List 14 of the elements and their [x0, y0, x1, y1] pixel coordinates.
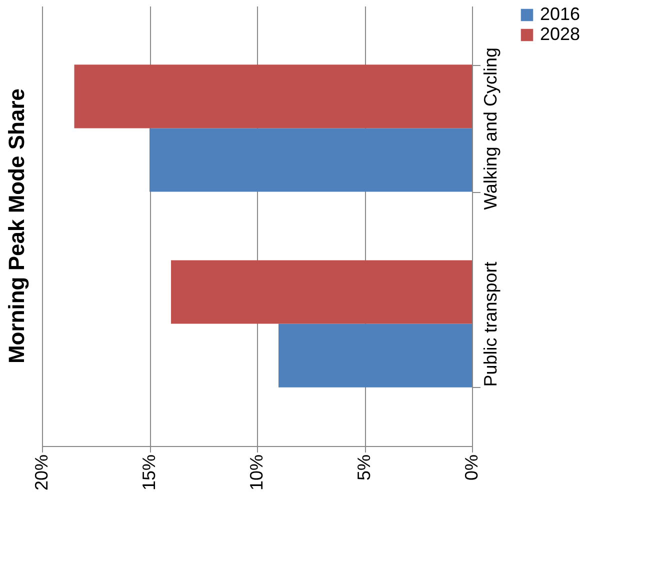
bar: [150, 128, 472, 192]
y-tick-label: Public transport: [480, 262, 500, 387]
x-tick-label: 15%: [139, 454, 159, 491]
x-tick-label: 10%: [246, 454, 266, 491]
text: Morning Peak Mode Share: [4, 88, 29, 364]
bar: [171, 260, 472, 324]
bar: [278, 324, 472, 388]
bar: [74, 64, 472, 128]
x-tick-label: 20%: [32, 454, 52, 491]
x-tick-label: 5%: [354, 454, 374, 481]
legend-label: 2016: [540, 4, 580, 24]
x-tick-label: 0%: [462, 454, 482, 481]
legend-label: 2028: [540, 24, 580, 44]
y-tick-label: Walking and Cycling: [480, 48, 500, 210]
